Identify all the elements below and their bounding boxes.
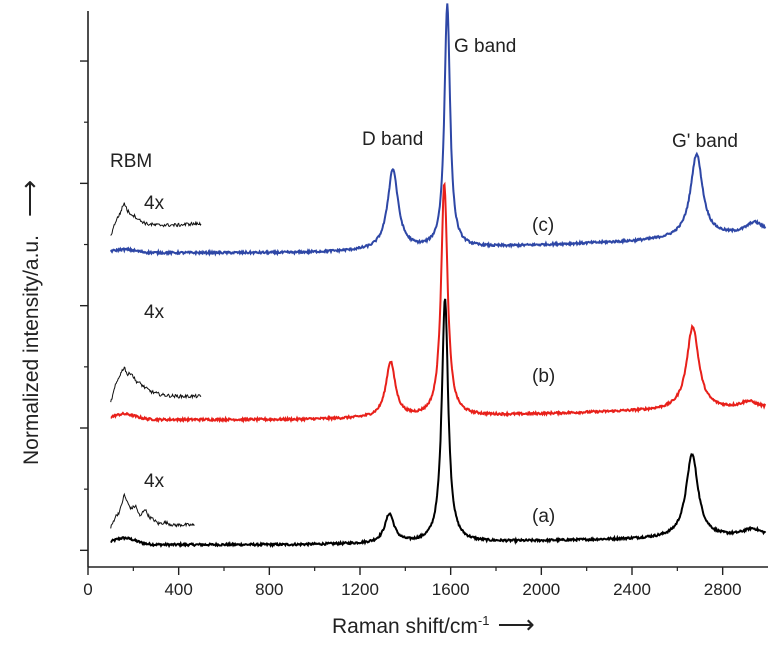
plot-area — [109, 3, 767, 549]
y-axis-title-main: Normalized intensity/a.u. — [20, 235, 43, 465]
x-tick-label: 2400 — [613, 580, 651, 599]
x-tick-label: 2000 — [522, 580, 560, 599]
x-tick-label: 0 — [83, 580, 92, 599]
x-axis-title: Raman shift/cm-1 ⟶ — [332, 609, 535, 639]
zoom-label-a: 4x — [144, 471, 165, 492]
series-label-b: (b) — [532, 366, 555, 387]
rbm-zoom-line-b — [110, 366, 202, 403]
series-label-c: (c) — [532, 215, 554, 236]
g-prime-band-label: G' band — [672, 131, 738, 152]
rbm-label: RBM — [110, 151, 152, 172]
g-band-label: G band — [454, 36, 516, 57]
series-label-a: (a) — [532, 506, 555, 527]
zoom-label-c: 4x — [144, 193, 165, 214]
x-tick-label: 800 — [255, 580, 283, 599]
x-axis-title-superscript: -1 — [478, 613, 490, 628]
x-axis-title-main: Raman shift/cm — [332, 615, 478, 638]
axes: 0 400 800 1200 1600 2000 2400 2800 — [80, 11, 768, 599]
rbm-zoom-line-c — [110, 202, 202, 236]
spectrum-line-a — [110, 298, 767, 549]
spectrum-line-b — [110, 181, 767, 424]
x-tick-label: 2800 — [704, 580, 742, 599]
spectrum-line-c — [109, 3, 767, 257]
y-axis-title: Normalized intensity/a.u. ⟶ — [14, 180, 44, 465]
x-axis-arrow: ⟶ — [497, 609, 534, 639]
d-band-label: D band — [362, 129, 423, 150]
x-tick-label: 1200 — [341, 580, 379, 599]
rbm-zoom-line-a — [110, 492, 195, 529]
x-tick-label: 400 — [164, 580, 192, 599]
zoom-label-b: 4x — [144, 302, 165, 323]
y-axis-arrow: ⟶ — [14, 180, 44, 217]
x-tick-label: 1600 — [432, 580, 470, 599]
